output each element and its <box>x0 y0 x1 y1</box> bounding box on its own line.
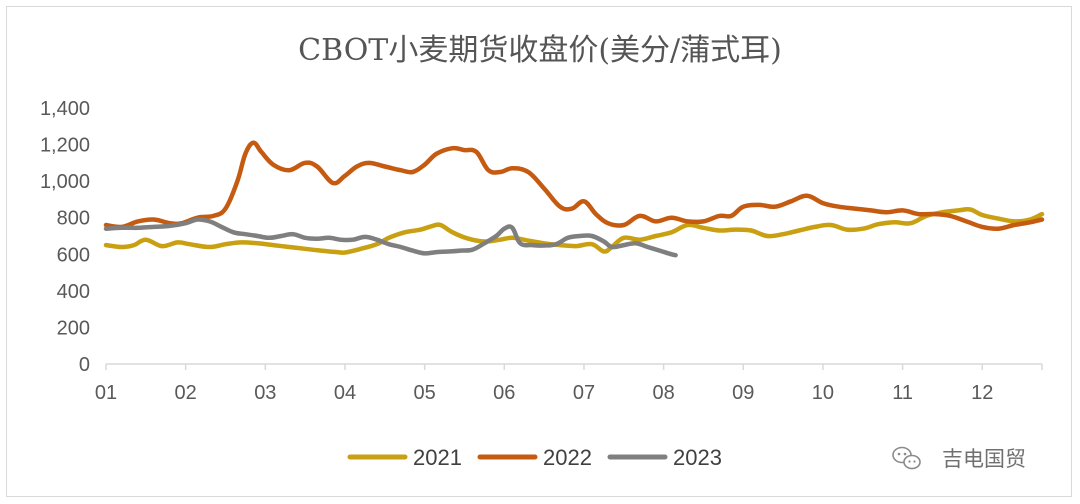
y-tick-label: 1,200 <box>40 135 90 157</box>
chart-frame <box>6 6 1072 497</box>
y-axis: 0 200 400 600 800 1,000 1,200 1,400 <box>40 98 90 376</box>
x-tick-label: 06 <box>493 382 515 404</box>
x-tick-label: 05 <box>414 382 436 404</box>
y-tick-label: 800 <box>57 208 90 230</box>
x-tick-label: 12 <box>971 382 993 404</box>
y-tick-label: 200 <box>57 317 90 339</box>
legend-label-2022: 2022 <box>543 445 592 470</box>
watermark: 吉电国贸 <box>892 446 1026 471</box>
x-tick-label: 09 <box>732 382 754 404</box>
watermark-text: 吉电国贸 <box>942 447 1026 471</box>
legend: 2021 2022 2023 <box>347 445 722 470</box>
y-tick-label: 1,000 <box>40 171 90 193</box>
x-tick-label: 07 <box>573 382 595 404</box>
x-tick-label: 10 <box>812 382 834 404</box>
legend-label-2021: 2021 <box>413 445 462 470</box>
legend-label-2023: 2023 <box>673 445 722 470</box>
x-tick-label: 04 <box>334 382 356 404</box>
x-tick-label: 08 <box>652 382 674 404</box>
plot-area <box>103 140 1045 258</box>
series-line-2021 <box>103 206 1045 255</box>
y-tick-label: 600 <box>57 244 90 266</box>
wechat-icon <box>892 446 921 470</box>
chart-title: CBOT小麦期货收盘价(美分/蒲式耳) <box>298 33 782 68</box>
series-line-2022 <box>103 140 1045 232</box>
y-tick-label: 400 <box>57 281 90 303</box>
x-axis: 01 02 03 04 05 06 07 08 09 10 11 12 <box>95 363 1043 404</box>
series-line-2023 <box>103 217 678 258</box>
x-tick-label: 02 <box>175 382 197 404</box>
y-tick-label: 1,400 <box>40 98 90 120</box>
x-tick-label: 01 <box>95 382 117 404</box>
y-tick-label: 0 <box>79 354 90 376</box>
x-tick-label: 11 <box>892 382 913 404</box>
x-tick-label: 03 <box>254 382 276 404</box>
